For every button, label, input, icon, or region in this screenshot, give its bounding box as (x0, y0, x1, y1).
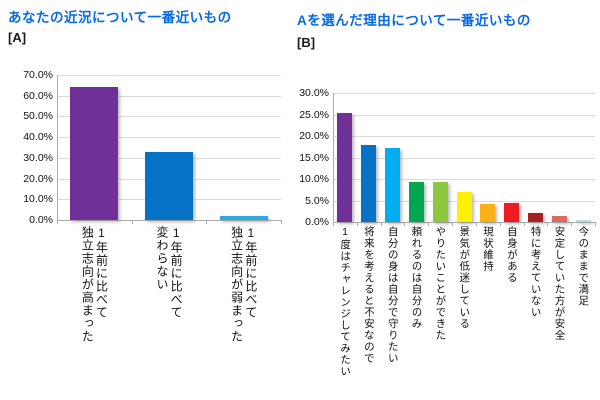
x-axis-tick (404, 222, 406, 226)
x-axis-tick (475, 222, 477, 226)
chart-b-tag: [B] (297, 35, 316, 50)
gridline (333, 136, 595, 137)
x-axis-tick (57, 220, 58, 224)
bar (70, 86, 119, 220)
bar (145, 151, 193, 220)
y-axis-tick-label: 15.0% (299, 151, 329, 164)
y-axis-tick-label: 10.0% (299, 173, 329, 185)
x-category-label: 1年前に比べて 独立志向が弱まった (229, 226, 258, 343)
x-axis-tick (356, 222, 358, 226)
x-axis-tick (428, 222, 430, 226)
y-axis-tick-label: 20.0% (23, 172, 53, 185)
y-axis-line (57, 75, 58, 220)
x-axis-tick (595, 222, 596, 226)
bar (527, 212, 543, 222)
gridline (57, 95, 281, 97)
x-axis-tick (571, 222, 573, 226)
y-axis-tick-label: 0.0% (305, 216, 329, 228)
y-axis-tick-label: 30.0% (23, 151, 53, 164)
gridline (57, 75, 281, 76)
y-axis-tick-label: 25.0% (299, 108, 329, 121)
y-axis-tick-label: 5.0% (305, 194, 329, 207)
x-category-label: 頼れるのは自分のみ (410, 226, 423, 330)
x-category-label: 今のままで満足 (577, 226, 590, 307)
gridline (57, 137, 281, 139)
y-axis-tick-label: 30.0% (299, 87, 329, 99)
bar (408, 181, 424, 222)
x-axis-tick (206, 220, 208, 224)
gridline (57, 116, 281, 118)
gridline (333, 93, 595, 94)
x-category-label: 現状維持 (482, 226, 494, 272)
x-axis-tick (523, 222, 525, 226)
bar (337, 113, 353, 222)
chart-b-title: Aを選んだ理由について一番近いもの (297, 13, 531, 28)
x-category-label: 将来を考えると不安なので (362, 226, 375, 364)
y-axis-tick-label: 40.0% (23, 131, 53, 144)
bar (504, 203, 520, 222)
bar (219, 215, 268, 220)
y-axis-tick-label: 20.0% (299, 130, 329, 142)
x-category-label: 自分の身は自分で守りたい (386, 226, 399, 364)
x-category-label: やりたいことができた (434, 226, 447, 341)
x-axis-tick (333, 222, 334, 226)
x-category-label: 特に考えていない (529, 226, 542, 318)
y-axis-tick-label: 10.0% (23, 193, 53, 206)
x-axis-tick (131, 220, 133, 224)
y-axis-tick-label: 0.0% (29, 214, 53, 226)
x-axis-tick (380, 222, 382, 226)
gridline (333, 157, 595, 159)
x-axis-line (333, 222, 595, 223)
x-category-label: 景気が低迷している (458, 226, 471, 330)
x-category-label: 1年前に比べて 独立志向が高まった (80, 226, 109, 343)
y-axis-tick-label: 60.0% (23, 89, 53, 102)
bar (432, 182, 448, 222)
x-axis-tick (547, 222, 549, 226)
bar (551, 216, 567, 222)
bar (456, 191, 472, 222)
x-axis-tick (281, 220, 282, 224)
x-category-label: 1年前に比べて 変わらない (155, 226, 184, 319)
x-category-label: 1度はチャレンジしてみたい (339, 226, 352, 377)
x-category-label: 自身がある (505, 226, 518, 284)
chart-a-tag: [A] (8, 30, 27, 45)
gridline (333, 114, 595, 116)
bar (575, 220, 591, 222)
x-axis-tick (452, 222, 454, 226)
x-axis-line (57, 220, 281, 221)
y-axis-tick-label: 50.0% (23, 110, 53, 123)
bar (385, 147, 401, 222)
x-category-label: 安定していた方が安全 (553, 226, 566, 341)
bar (361, 145, 377, 222)
y-axis-line (333, 93, 334, 222)
gridline (333, 179, 595, 180)
y-axis-tick-label: 70.0% (23, 69, 53, 81)
x-axis-tick (499, 222, 501, 226)
chart-a-title: あなたの近況について一番近いもの (8, 10, 232, 25)
bar (480, 203, 496, 222)
